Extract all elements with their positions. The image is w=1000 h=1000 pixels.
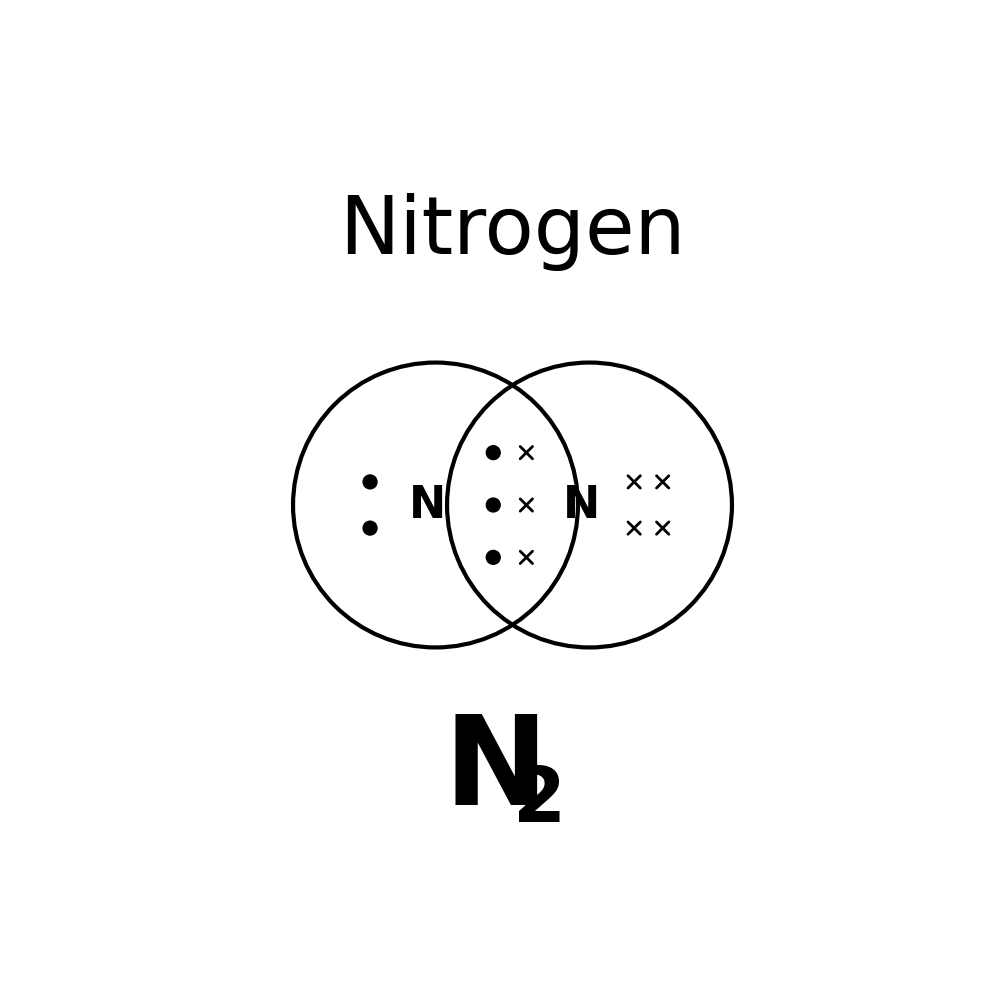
Circle shape <box>363 475 377 489</box>
Text: N: N <box>443 710 548 831</box>
Text: N: N <box>563 484 600 526</box>
Text: Nitrogen: Nitrogen <box>339 193 686 271</box>
Circle shape <box>447 363 732 647</box>
Circle shape <box>363 521 377 535</box>
Circle shape <box>486 498 500 512</box>
Text: N: N <box>409 484 446 526</box>
Circle shape <box>486 446 500 460</box>
Circle shape <box>293 363 578 647</box>
Text: 2: 2 <box>513 764 566 838</box>
Circle shape <box>486 550 500 564</box>
